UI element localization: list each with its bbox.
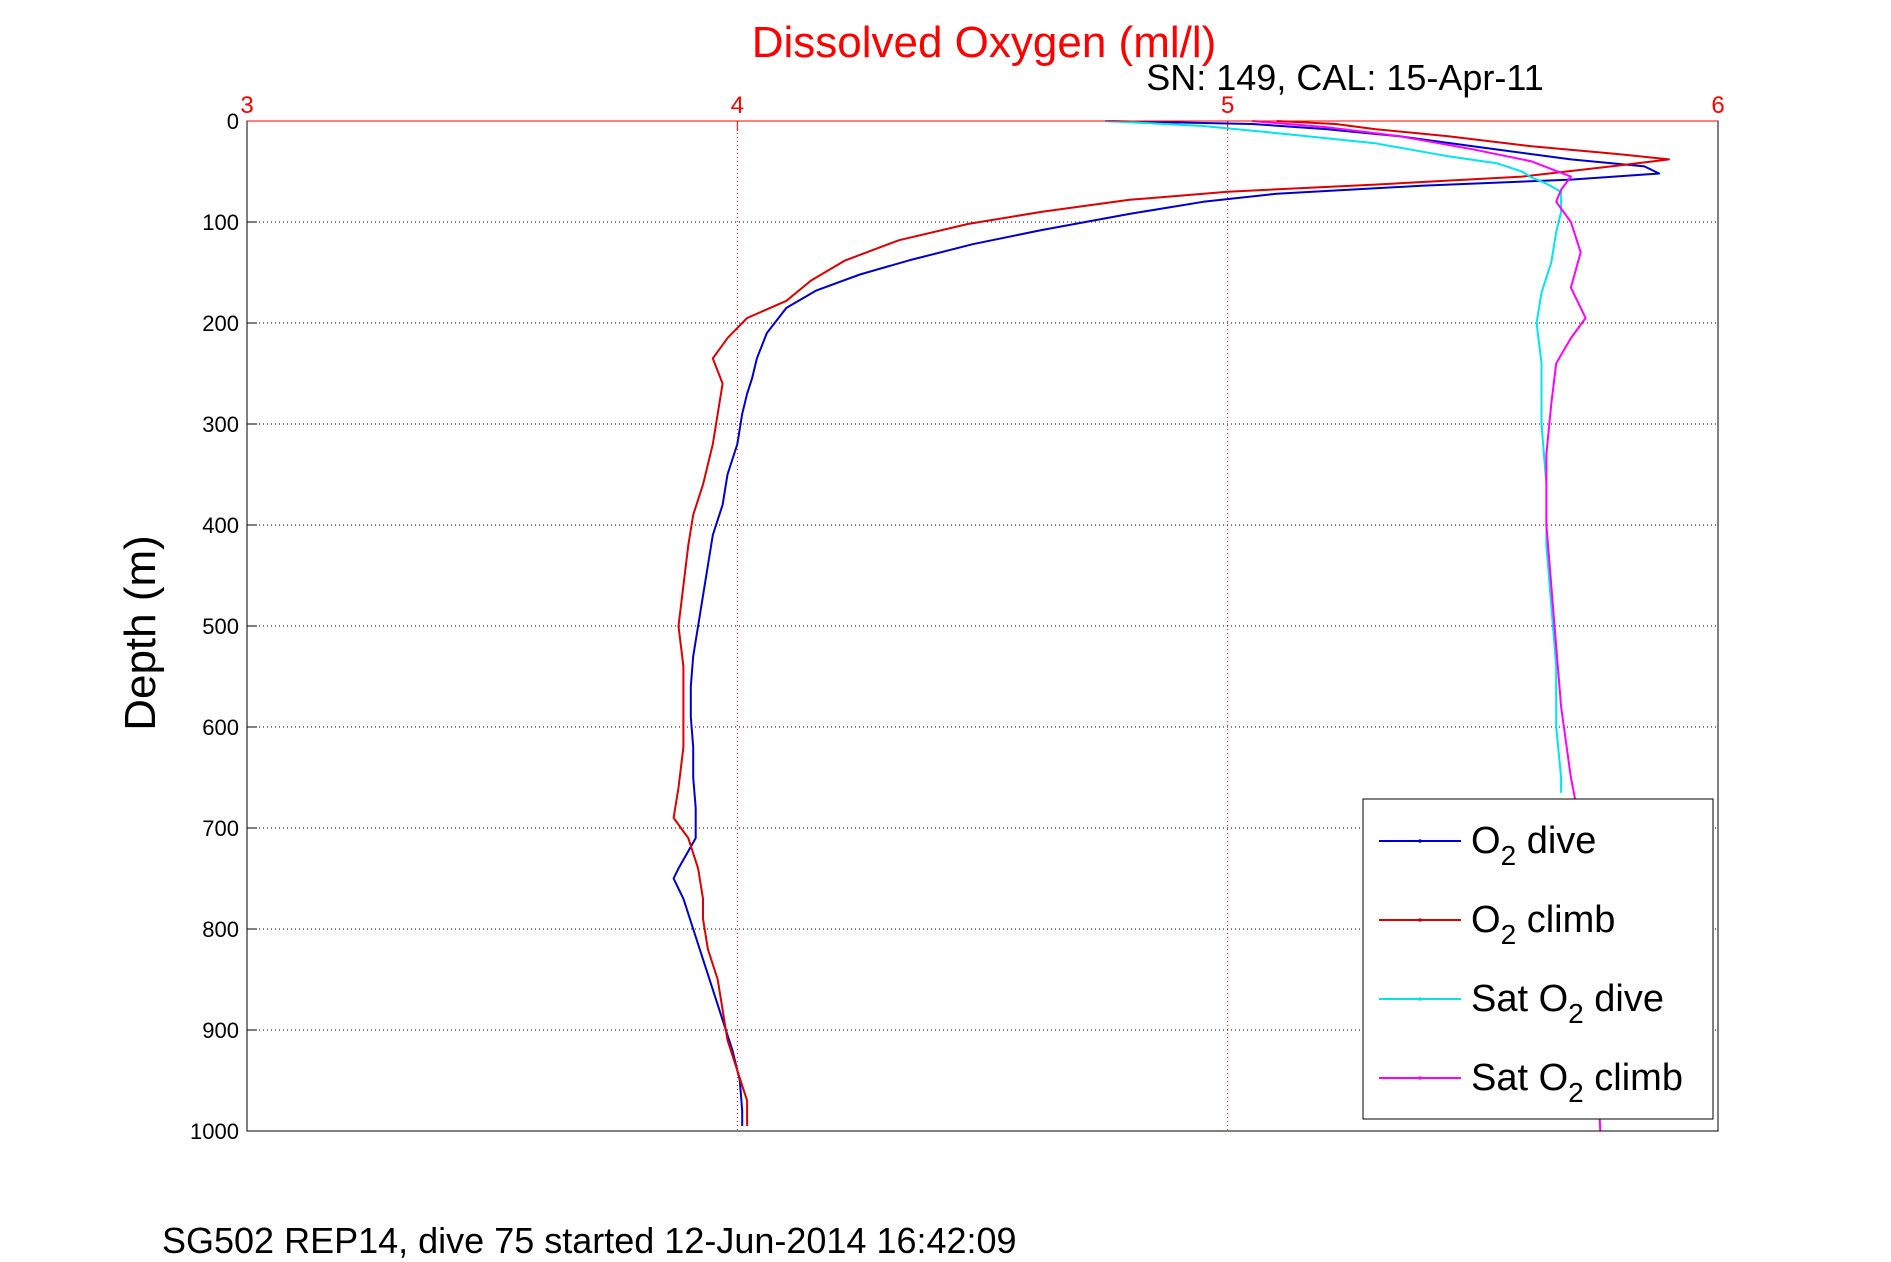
legend-box [1362, 798, 1714, 1120]
legend: O2 dive O2 climb Sat O2 dive Sat O2 climb [1362, 798, 1714, 1120]
chart-subtitle: SN: 149, CAL: 15-Apr-11 [1146, 57, 1544, 98]
legend-marker-o2_dive [1418, 839, 1422, 843]
y-tick-label: 300 [202, 412, 239, 437]
x-tick-label: 3 [240, 92, 253, 119]
legend-label-o2_dive: O2 dive [1471, 820, 1596, 871]
y-tick-label: 1000 [190, 1119, 239, 1144]
footer-text: SG502 REP14, dive 75 started 12-Jun-2014… [162, 1220, 1017, 1261]
legend-marker-sat_o2_dive [1418, 997, 1422, 1001]
y-tick-label: 800 [202, 917, 239, 942]
legend-label-sat_o2_climb: Sat O2 climb [1471, 1057, 1683, 1108]
y-tick-label: 400 [202, 513, 239, 538]
legend-label-o2_climb: O2 climb [1471, 899, 1615, 950]
y-tick-label: 0 [227, 109, 239, 134]
y-tick-label: 600 [202, 715, 239, 740]
x-tick-labels: 3 4 5 6 [240, 92, 1724, 119]
y-tick-labels: 0 100 200 300 400 500 600 700 800 900 1000 [190, 109, 239, 1144]
legend-marker-sat_o2_climb [1418, 1076, 1422, 1080]
series-line-sat_o2_climb [1252, 120, 1602, 1132]
y-tick-label: 700 [202, 816, 239, 841]
legend-label-sat_o2_dive: Sat O2 dive [1471, 978, 1664, 1029]
x-tick-label: 5 [1221, 92, 1234, 119]
y-tick-label: 100 [202, 210, 239, 235]
chart-title: Dissolved Oxygen (ml/l) [752, 18, 1217, 67]
y-tick-label: 200 [202, 311, 239, 336]
series-lines [672, 120, 1670, 1132]
legend-marker-o2_climb [1418, 918, 1422, 922]
series-line-o2_climb [672, 120, 1670, 1126]
y-tick-label: 500 [202, 614, 239, 639]
series-line-o2_dive [672, 120, 1661, 1126]
y-tick-label: 900 [202, 1018, 239, 1043]
series-line-sat_o2_dive [1105, 120, 1563, 793]
y-axis-label: Depth (m) [116, 535, 165, 731]
x-tick-label: 6 [1711, 92, 1724, 119]
x-tick-label: 4 [731, 92, 744, 119]
